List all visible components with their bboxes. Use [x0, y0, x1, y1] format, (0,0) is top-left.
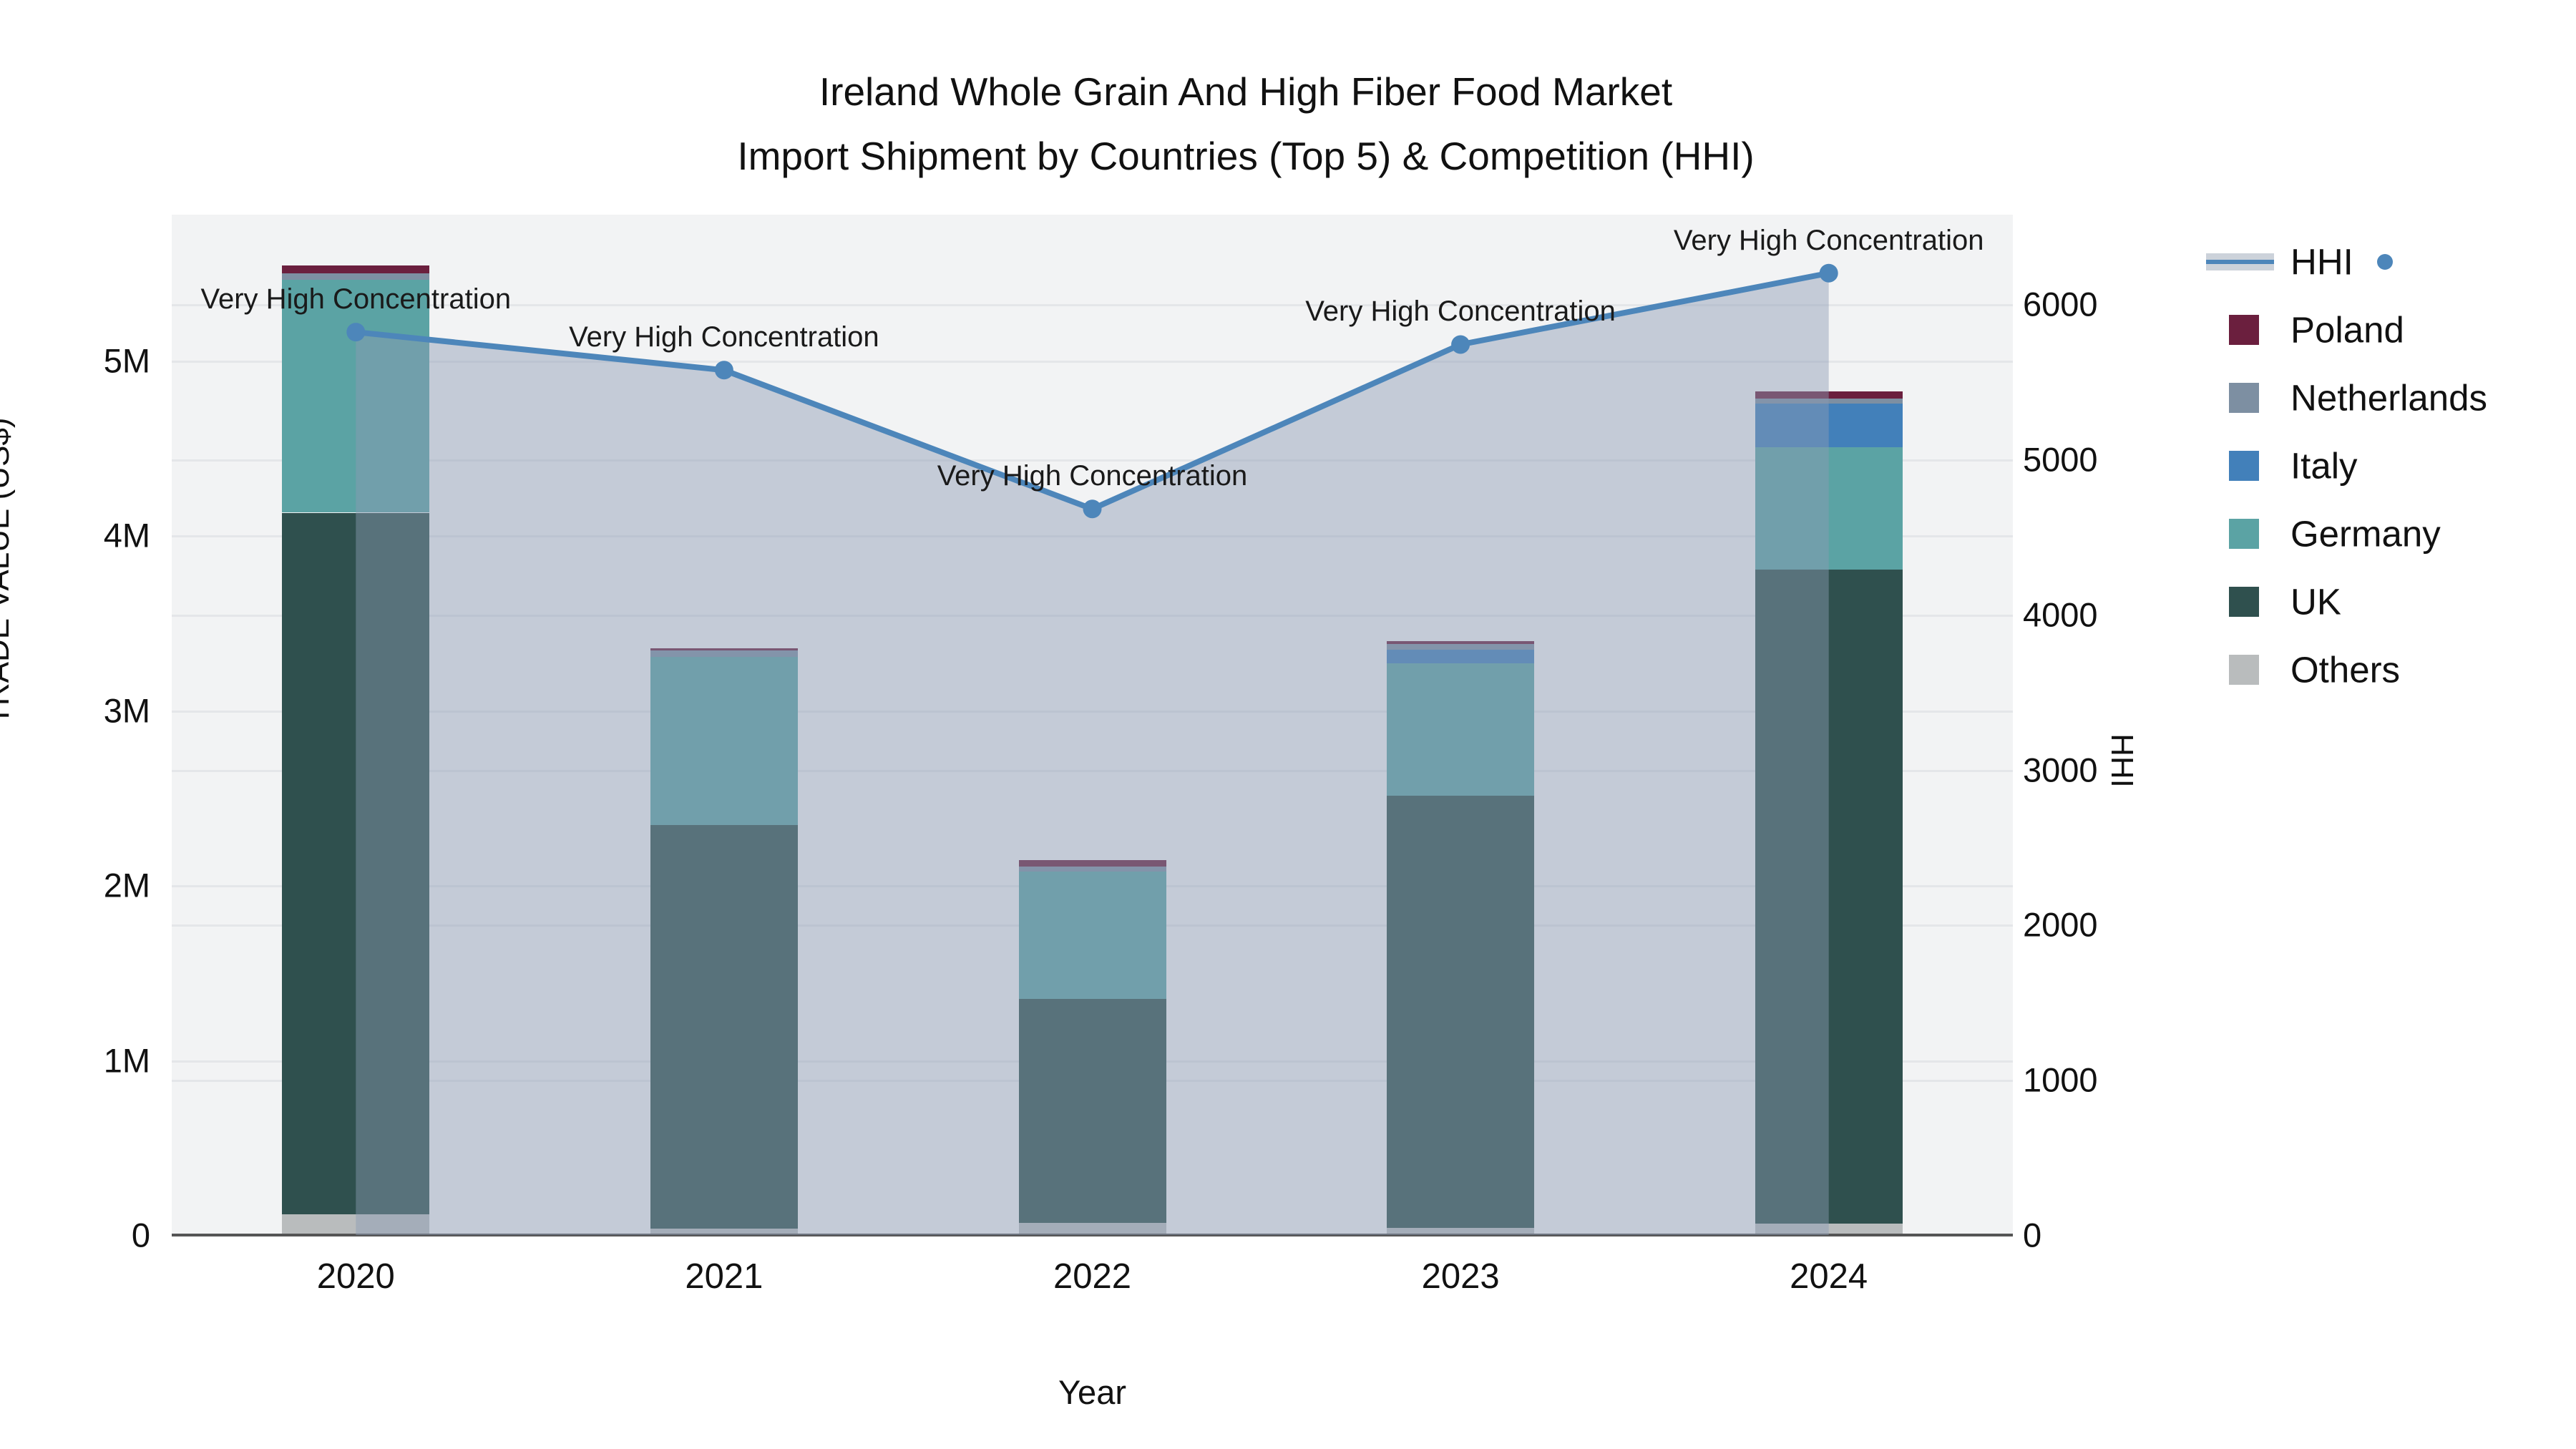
bar-2022-others: [1018, 1222, 1166, 1235]
hhi-marker-2022: [1083, 499, 1102, 519]
y-tick-right: 3000: [2023, 751, 2098, 789]
annotation-very-high-concentration: Very High Concentration: [200, 283, 512, 316]
legend-item-germany[interactable]: Germany: [2206, 499, 2564, 567]
y-tick-right: 5000: [2023, 440, 2098, 479]
bar-2020-poland: [282, 265, 430, 274]
y-tick-left: 3M: [103, 691, 150, 730]
gridline-right: [172, 304, 2013, 307]
hhi-line-layer: [346, 263, 1838, 1235]
legend-item-others[interactable]: Others: [2206, 635, 2564, 703]
x-tick-2023: 2023: [1421, 1257, 1500, 1296]
bar-2023-others: [1387, 1228, 1535, 1235]
legend-label: Netherlands: [2290, 377, 2487, 418]
hhi-marker-2023: [1451, 335, 1470, 354]
legend-swatch-uk: [2229, 586, 2259, 617]
hhi-legend-line: [2206, 259, 2274, 264]
plot-area: [172, 215, 2013, 1235]
legend: HHI Poland Netherlands Italy Germany UK Others: [2206, 228, 2564, 703]
hhi-area-fill: [356, 273, 1829, 1235]
gridline-right: [172, 459, 2013, 462]
bar-2022-uk: [1018, 999, 1166, 1223]
bar-2020-germany: [282, 280, 430, 513]
bar-2020-uk: [282, 512, 430, 1214]
legend-swatch-germany: [2229, 518, 2259, 549]
legend-label: UK: [2290, 581, 2341, 622]
y-tick-left: 5M: [103, 341, 150, 380]
right-axis-title: HHI: [2104, 733, 2140, 788]
y-tick-right: 4000: [2023, 595, 2098, 634]
gridline-left: [172, 710, 2013, 713]
annotation-very-high-concentration: Very High Concentration: [569, 321, 879, 353]
bar-2024-others: [1755, 1224, 1903, 1235]
y-tick-right: 2000: [2023, 905, 2098, 944]
y-tick-left: 2M: [103, 866, 150, 904]
chart-title-line2: Import Shipment by Countries (Top 5) & C…: [737, 134, 1755, 178]
legend-item-hhi[interactable]: HHI: [2206, 228, 2564, 296]
bar-2023-poland: [1387, 640, 1535, 644]
x-axis-line: [172, 1234, 2013, 1236]
x-axis-title: Year: [1058, 1373, 1126, 1411]
bar-2023-netherlands: [1387, 643, 1535, 650]
bar-2021-germany: [650, 657, 798, 825]
hhi-legend-marker: [2377, 253, 2393, 270]
gridline-right: [172, 769, 2013, 772]
left-axis-title: TRADE VALUE (US$): [0, 417, 16, 726]
bar-2020-others: [282, 1214, 430, 1235]
hhi-marker-2024: [1819, 263, 1838, 283]
y-tick-right: 1000: [2023, 1060, 2098, 1099]
bar-2022-poland: [1018, 860, 1166, 867]
bar-2023-italy: [1387, 649, 1535, 663]
legend-label: HHI: [2290, 241, 2353, 282]
legend-label: Germany: [2290, 513, 2441, 554]
hhi-marker-2020: [346, 323, 366, 342]
legend-item-italy[interactable]: Italy: [2206, 431, 2564, 499]
legend-label: Others: [2290, 649, 2401, 690]
bar-2022-netherlands: [1018, 867, 1166, 872]
legend-item-poland[interactable]: Poland: [2206, 296, 2564, 364]
y-tick-left: 0: [131, 1216, 150, 1254]
bar-2021-poland: [650, 648, 798, 651]
x-tick-2021: 2021: [685, 1257, 763, 1296]
bar-2024-netherlands: [1755, 398, 1903, 404]
legend-label: Poland: [2290, 309, 2404, 350]
x-tick-2020: 2020: [316, 1257, 395, 1296]
bar-2021-others: [650, 1229, 798, 1235]
x-tick-2022: 2022: [1053, 1257, 1132, 1296]
y-tick-right: 0: [2023, 1216, 2042, 1254]
gridline-left: [172, 535, 2013, 538]
annotation-very-high-concentration: Very High Concentration: [1673, 224, 1984, 256]
bar-2024-uk: [1755, 569, 1903, 1224]
bar-2023-uk: [1387, 796, 1535, 1229]
y-tick-left: 4M: [103, 516, 150, 555]
bar-2024-italy: [1755, 403, 1903, 447]
legend-swatch-poland: [2229, 314, 2259, 345]
legend-swatch-others: [2229, 654, 2259, 685]
bar-2020-netherlands: [282, 273, 430, 280]
legend-swatch-italy: [2229, 450, 2259, 481]
bar-2021-uk: [650, 824, 798, 1229]
bar-2023-germany: [1387, 663, 1535, 796]
hhi-marker-2021: [714, 361, 733, 380]
annotation-very-high-concentration: Very High Concentration: [1305, 296, 1616, 328]
chart-title-line1: Ireland Whole Grain And High Fiber Food …: [819, 69, 1673, 114]
bar-2022-germany: [1018, 871, 1166, 999]
annotation-very-high-concentration: Very High Concentration: [937, 460, 1248, 492]
legend-item-uk[interactable]: UK: [2206, 567, 2564, 635]
gridline-left: [172, 360, 2013, 363]
gridline-right: [172, 614, 2013, 617]
bar-2024-germany: [1755, 447, 1903, 570]
legend-item-netherlands[interactable]: Netherlands: [2206, 364, 2564, 431]
bar-2021-netherlands: [650, 650, 798, 658]
legend-swatch-netherlands: [2229, 382, 2259, 413]
x-tick-2024: 2024: [1790, 1257, 1868, 1296]
legend-label: Italy: [2290, 445, 2358, 486]
y-tick-left: 1M: [103, 1041, 150, 1080]
bar-2024-poland: [1755, 391, 1903, 399]
y-tick-right: 6000: [2023, 285, 2098, 323]
